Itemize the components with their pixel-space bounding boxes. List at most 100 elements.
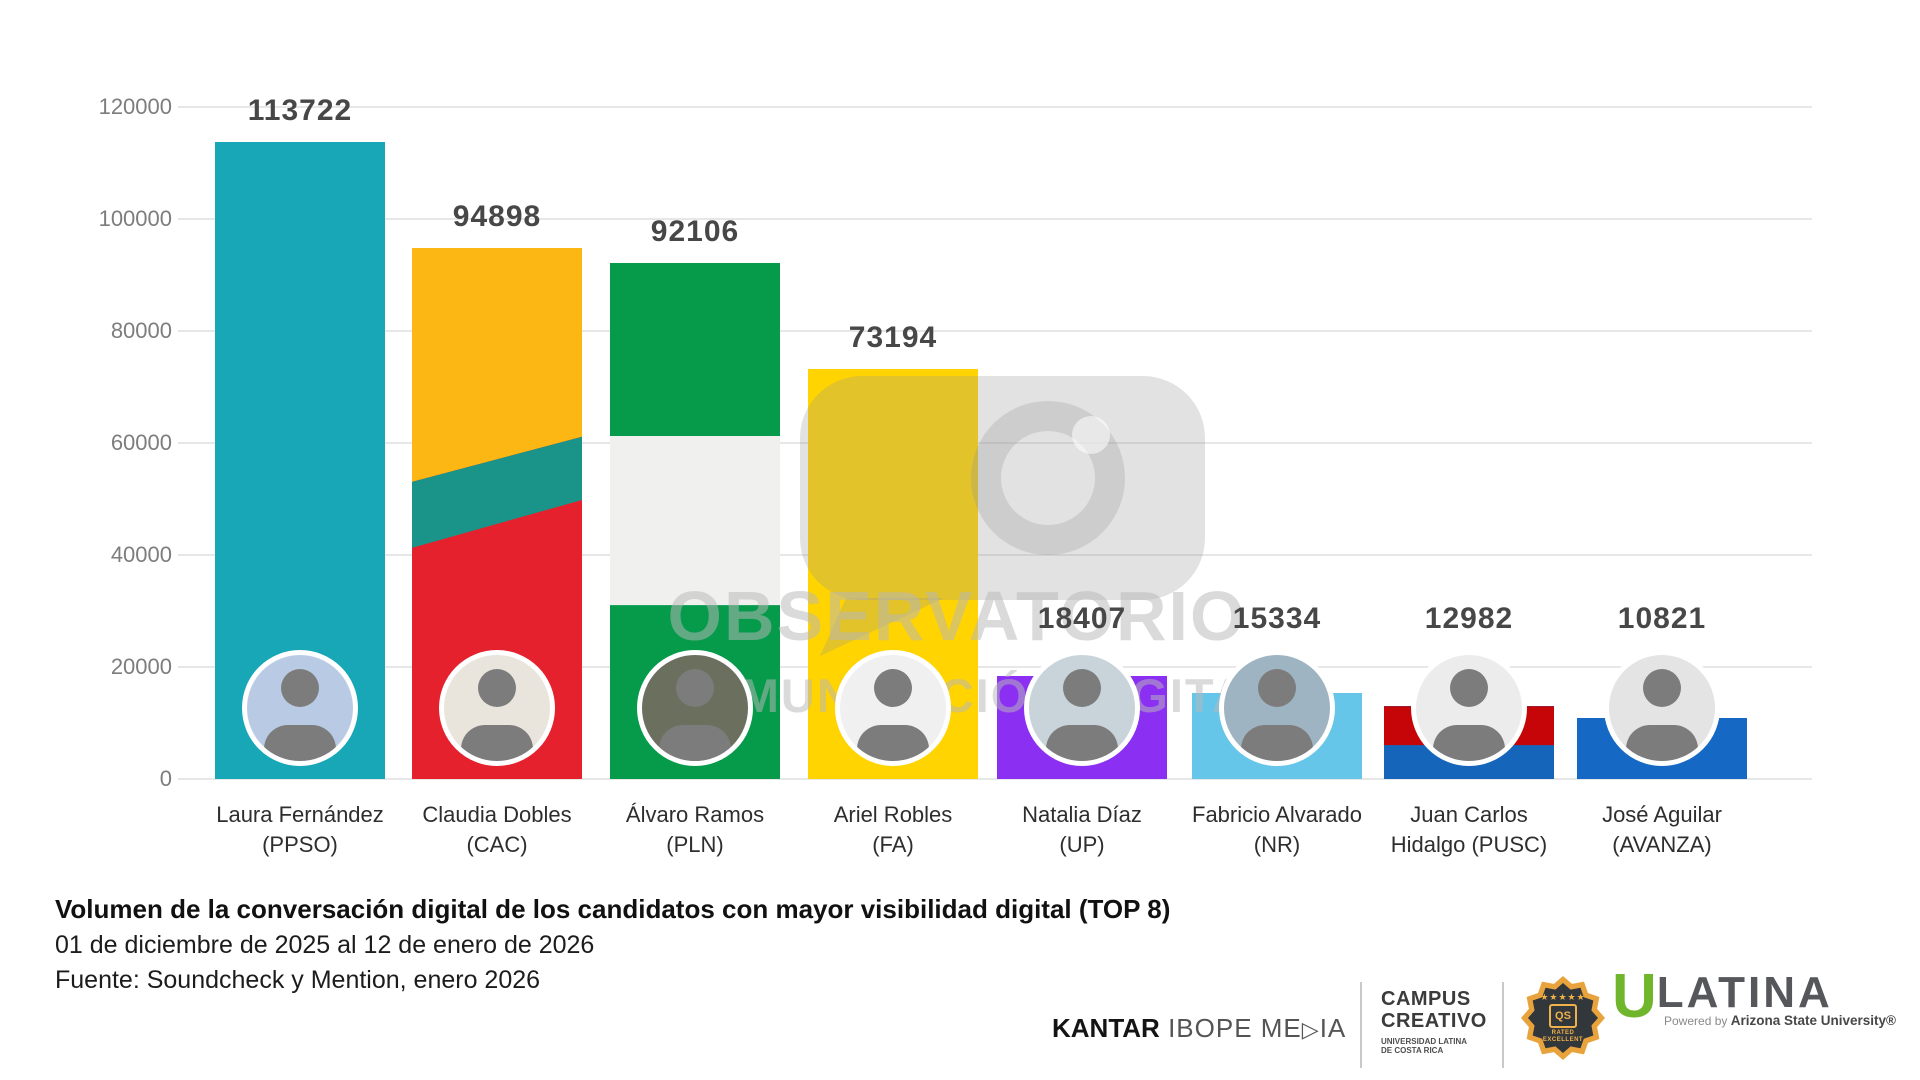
candidate-photo-avanza (1604, 650, 1720, 766)
candidate-name: Fabricio Alvarado (1192, 802, 1362, 827)
y-axis-tick-60000: 60000 (110, 430, 172, 455)
gridline-60000 (178, 442, 1812, 444)
avatar-silhouette-head (1450, 669, 1488, 707)
candidate-photo-cac (439, 650, 555, 766)
candidate-label-cac: Claudia Dobles (CAC) (385, 800, 609, 860)
campus-creativo-logo: CAMPUS CREATIVO UNIVERSIDAD LATINA DE CO… (1381, 988, 1511, 1055)
logo-divider-2 (1502, 982, 1504, 1068)
watermark-text-line2: COMUNICACIÓN DIGITAL (665, 669, 1279, 722)
chart-date-range: 01 de diciembre de 2025 al 12 de enero d… (55, 931, 595, 959)
candidate-party: (PPSO) (262, 832, 338, 857)
candidate-name: Laura Fernández (216, 802, 384, 827)
kantar-ibope-media-logo: KANTAR IBOPE ME▷IA (1052, 1013, 1346, 1044)
avatar-silhouette-body (1241, 725, 1313, 761)
gridline-40000 (178, 554, 1812, 556)
candidate-photo-up (1024, 650, 1140, 766)
campus-line2: CREATIVO (1381, 1010, 1487, 1032)
chart-title: Volumen de la conversación digital de lo… (55, 894, 1171, 924)
candidate-photo-nr (1219, 650, 1335, 766)
avatar-silhouette-body (857, 725, 929, 761)
chart-source: Fuente: Soundcheck y Mention, enero 2026 (55, 966, 541, 994)
candidate-label-pusc: Juan Carlos Hidalgo (PUSC) (1357, 800, 1581, 860)
value-label-fa: 73194 (848, 321, 938, 355)
bar-cac (412, 247, 582, 779)
gridline-0 (178, 778, 1812, 780)
avatar-silhouette-body (1433, 725, 1505, 761)
candidate-party: (AVANZA) (1612, 832, 1712, 857)
qs-rated-excellent-badge: ★★★★★ QS RATED EXCELLENT (1521, 976, 1605, 1060)
y-axis-tick-80000: 80000 (110, 318, 172, 343)
candidate-party: (UP) (1059, 832, 1105, 857)
value-label-up: 18407 (1037, 602, 1127, 635)
qs-badge-qs-mark: QS (1549, 1004, 1577, 1028)
gridline-100000 (178, 218, 1812, 220)
watermark-text-line1: OBSERVATORIO (667, 577, 1247, 655)
ibope-media-wordmark: IBOPE ME (1159, 1013, 1302, 1043)
candidate-name: José Aguilar (1602, 802, 1722, 827)
candidate-label-fa: Ariel Robles (FA) (781, 800, 1005, 860)
logo-divider-1 (1360, 982, 1362, 1068)
ibope-media-wordmark-end: IA (1319, 1013, 1347, 1043)
avatar-silhouette-body (264, 725, 336, 761)
y-axis-tick-120000: 120000 (98, 94, 172, 119)
y-axis-tick-40000: 40000 (110, 542, 172, 567)
candidate-label-pln: Álvaro Ramos (PLN) (583, 800, 807, 860)
ulatina-powered-by: Powered by Arizona State University® (1664, 1013, 1896, 1028)
candidate-label-avanza: José Aguilar (AVANZA) (1550, 800, 1774, 860)
candidate-name: Natalia Díaz (1022, 802, 1142, 827)
value-label-cac: 94898 (452, 199, 542, 233)
candidate-photo-ppso (242, 650, 358, 766)
value-label-pusc: 12982 (1424, 602, 1514, 635)
candidate-photo-fa (835, 650, 951, 766)
candidate-name: Juan Carlos (1410, 802, 1528, 827)
avatar-silhouette-head (676, 669, 714, 707)
candidate-photo-pusc (1411, 650, 1527, 766)
y-axis-tick-20000: 20000 (110, 654, 172, 679)
ulatina-wordmark: LATINA (1656, 968, 1833, 1017)
candidate-label-up: Natalia Díaz (UP) (970, 800, 1194, 860)
candidate-name: Ariel Robles (833, 802, 953, 827)
avatar-silhouette-head (281, 669, 319, 707)
candidate-party: Hidalgo (PUSC) (1390, 832, 1548, 857)
campus-sub2: DE COSTA RICA (1381, 1046, 1444, 1055)
value-label-nr: 15334 (1232, 602, 1322, 635)
avatar-silhouette-head (1258, 669, 1296, 707)
candidate-photo-pln (637, 650, 753, 766)
avatar-silhouette-body (461, 725, 533, 761)
bar-pln-segment-1 (610, 435, 780, 606)
avatar-silhouette-head (874, 669, 912, 707)
ulatina-logo: U LATINA (1612, 962, 1833, 1031)
candidate-party: (PLN) (666, 832, 724, 857)
candidate-party: (NR) (1253, 832, 1301, 857)
qs-badge-excellent-label: EXCELLENT (1542, 1037, 1584, 1043)
powered-by-prefix: Powered by (1664, 1014, 1731, 1028)
gridline-80000 (178, 330, 1812, 332)
campus-sub1: UNIVERSIDAD LATINA (1381, 1037, 1468, 1046)
bar-cac-segment-1 (412, 247, 582, 482)
kantar-triangle-glyph: ▷ (1301, 1017, 1320, 1042)
qs-badge-rated-label: RATED (1551, 1030, 1575, 1036)
value-label-pln: 92106 (650, 215, 740, 249)
avatar-silhouette-head (478, 669, 516, 707)
ulatina-u-glyph: U (1612, 962, 1657, 1031)
avatar-silhouette-head (1063, 669, 1101, 707)
avatar-silhouette-head (1643, 669, 1681, 707)
candidate-party: (CAC) (466, 832, 528, 857)
gridline-20000 (178, 666, 1812, 668)
avatar-silhouette-body (1626, 725, 1698, 761)
asu-wordmark: Arizona State University® (1730, 1013, 1896, 1028)
candidate-label-ppso: Laura Fernández (PPSO) (188, 800, 412, 860)
candidate-name: Álvaro Ramos (625, 802, 765, 827)
campus-line1: CAMPUS (1381, 988, 1471, 1010)
candidate-party: (FA) (872, 832, 914, 857)
avatar-silhouette-body (1046, 725, 1118, 761)
qs-badge-stars: ★★★★★ (1540, 992, 1586, 1002)
y-axis-tick-100000: 100000 (98, 206, 172, 231)
value-label-ppso: 113722 (247, 94, 353, 128)
y-axis-tick-0: 0 (159, 766, 172, 791)
kantar-wordmark: KANTAR (1052, 1013, 1160, 1043)
gridline-120000 (178, 106, 1812, 108)
candidate-label-nr: Fabricio Alvarado (NR) (1165, 800, 1389, 860)
value-label-avanza: 10821 (1617, 602, 1707, 635)
candidate-name: Claudia Dobles (422, 802, 572, 827)
